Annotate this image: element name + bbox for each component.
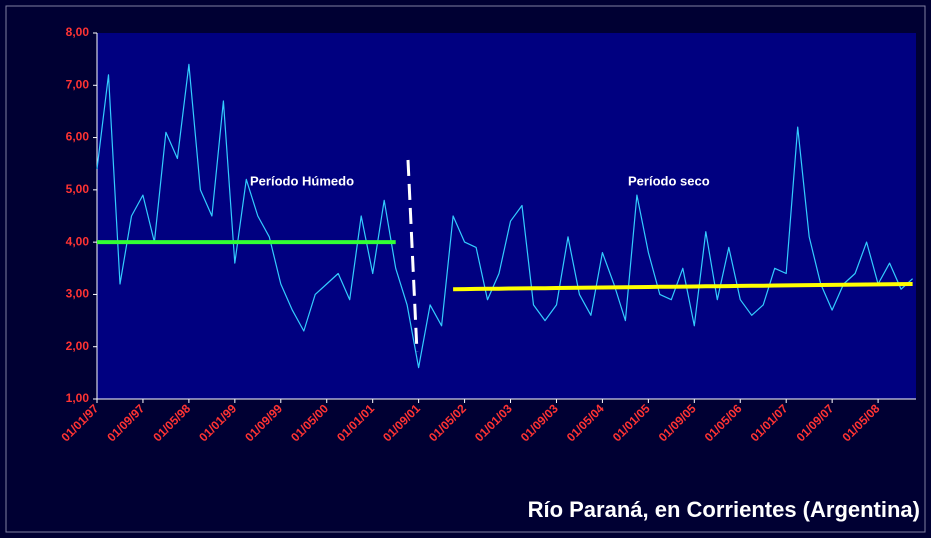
frame <box>5 5 926 533</box>
series-line <box>96 63 914 369</box>
y-tick-label: 6,00 <box>66 130 90 144</box>
annotation: Período Húmedo <box>250 173 354 188</box>
annotation: Período seco <box>628 173 710 188</box>
period-divider <box>406 159 419 353</box>
y-tick-label: 7,00 <box>66 77 90 91</box>
y-tick-label: 3,00 <box>66 287 90 301</box>
plot-area <box>97 33 916 399</box>
y-tick-label: 2,00 <box>66 339 90 353</box>
y-tick-label: 1,00 <box>66 391 90 405</box>
chart-title: Río Paraná, en Corrientes (Argentina) <box>528 497 920 522</box>
y-tick-label: 5,00 <box>66 182 90 196</box>
series-line <box>453 282 913 292</box>
y-tick-label: 8,00 <box>66 25 90 39</box>
y-tick-label: 4,00 <box>66 234 90 248</box>
